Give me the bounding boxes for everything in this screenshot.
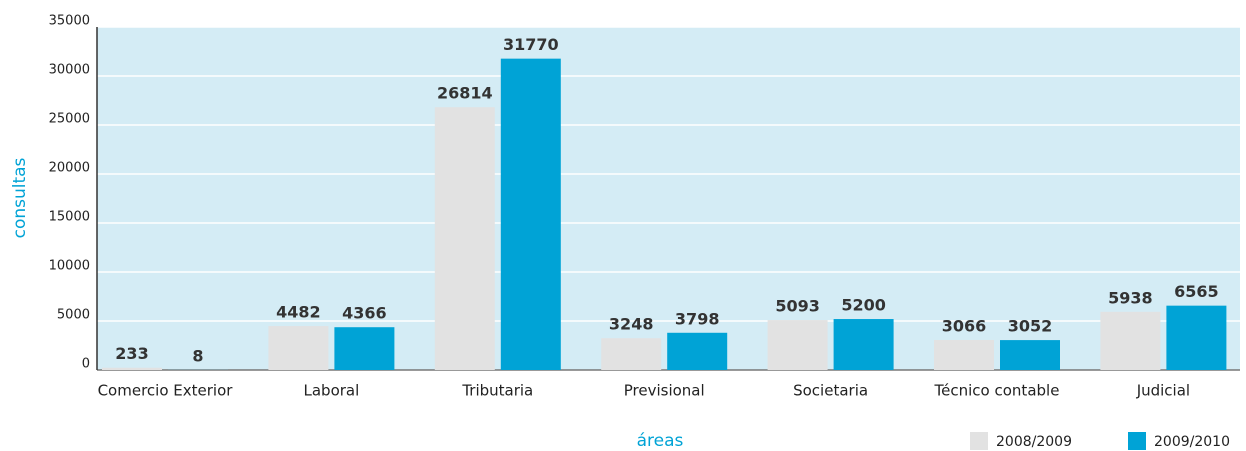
- y-tick-label: 25000: [49, 112, 90, 127]
- bar: [268, 326, 329, 370]
- y-tick-label: 20000: [49, 161, 90, 176]
- bar: [500, 58, 561, 371]
- value-label: 4366: [342, 304, 387, 323]
- value-label: 5093: [775, 297, 820, 316]
- y-tick-label: 0: [82, 357, 90, 372]
- value-label: 6565: [1174, 282, 1219, 301]
- y-tick-label: 15000: [49, 210, 90, 225]
- y-tick-label: 5000: [57, 308, 90, 323]
- bar: [667, 332, 728, 370]
- x-tick-label: Previsional: [624, 382, 705, 400]
- bar: [833, 319, 894, 370]
- value-label: 3066: [942, 316, 987, 335]
- legend-swatch: [1128, 432, 1146, 450]
- legend-label: 2009/2010: [1154, 434, 1230, 450]
- x-axis-label: áreas: [637, 431, 684, 451]
- x-tick-label: Tributaria: [461, 382, 533, 400]
- bar: [1166, 305, 1227, 370]
- value-label: 5200: [841, 296, 886, 315]
- legend-label: 2008/2009: [996, 434, 1072, 450]
- value-label: 8: [192, 346, 203, 365]
- value-label: 26814: [437, 84, 493, 103]
- bar: [1100, 311, 1161, 370]
- x-tick-label: Societaria: [793, 382, 868, 400]
- value-label: 5938: [1108, 288, 1153, 307]
- y-tick-label: 30000: [49, 63, 90, 78]
- x-tick-label: Judicial: [1136, 382, 1190, 400]
- value-label: 4482: [276, 303, 321, 322]
- y-axis-label: consultas: [10, 157, 30, 238]
- plot-background: [97, 27, 1240, 370]
- bar: [334, 327, 395, 370]
- bar: [1000, 340, 1060, 370]
- bar: [102, 367, 162, 370]
- x-tick-label: Técnico contable: [934, 382, 1060, 400]
- legend-swatch: [970, 432, 988, 450]
- value-label: 233: [115, 344, 148, 363]
- bar: [934, 339, 994, 370]
- value-label: 3248: [609, 315, 654, 334]
- bar: [601, 338, 662, 370]
- bar: [767, 320, 828, 370]
- value-label: 3052: [1008, 317, 1053, 336]
- y-tick-label: 35000: [49, 14, 90, 29]
- y-tick-label: 10000: [49, 259, 90, 274]
- value-label: 3798: [675, 309, 720, 328]
- x-tick-label: Laboral: [304, 382, 360, 400]
- x-tick-label: Comercio Exterior: [98, 382, 234, 400]
- bar: [434, 107, 495, 370]
- value-label: 31770: [503, 35, 559, 54]
